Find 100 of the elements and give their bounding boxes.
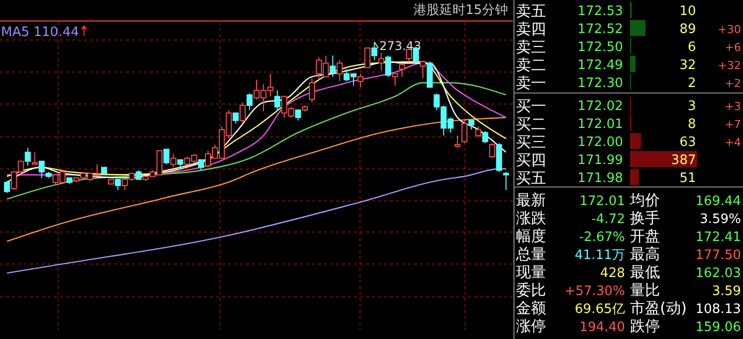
text: +3 [724,100,741,113]
text: 3.59% [700,212,741,227]
text: 172.53 [578,4,623,19]
candlestick [330,55,336,78]
text: 现量 [516,263,546,281]
y-tick-label: 卖三 [516,38,546,56]
text: +6 [724,41,741,54]
y-tick-label: 卖一 [516,74,546,92]
candlestick [114,178,121,190]
data-label: 8 [688,117,696,132]
text: 171.99 [578,153,623,168]
candlestick [461,120,468,144]
text: 172.02 [578,99,623,114]
text: 172.30 [578,76,623,91]
text: 总量 [515,245,546,263]
candlestick [101,166,108,176]
data-label: 89 [679,22,696,37]
bar [630,133,641,149]
text: 169.44 [696,194,741,209]
text: 108.13 [696,302,741,317]
candlestick [24,147,31,166]
candlestick [295,109,302,122]
text: 跌停 [630,317,660,335]
text: +32 [718,59,741,72]
candlestick [426,61,433,88]
text: +2 [724,77,741,90]
text: 172.50 [578,40,623,55]
candlestick [420,61,426,79]
text: 162.03 [696,266,741,281]
data-label: 387 [671,153,696,168]
text: +4 [724,136,741,149]
text: 金额 [516,299,546,317]
text: MA5 110.44 [1,25,79,40]
data-label: 63 [679,135,696,150]
candlestick [198,159,204,171]
text: 量比 [630,281,660,299]
candlestick [177,159,184,168]
data-label: 3 [688,99,696,114]
text: 最新 [516,191,546,209]
candlestick [302,104,308,112]
candlestick [468,120,474,130]
candlestick [399,62,406,78]
text: 幅度 [516,227,546,245]
bar [630,169,639,185]
data-label: 10 [679,4,696,19]
candlestick [378,52,384,72]
text: 172.01 [580,194,625,209]
candlestick [364,48,370,68]
text: -4.72 [591,212,625,227]
bar [630,20,646,36]
text: 428 [600,266,625,281]
data-label: 32 [679,58,696,73]
text: 港股延时15分钟 [413,3,508,18]
candlestick [274,90,280,112]
candlestick [246,92,253,110]
text: 市盈(动) [630,299,687,317]
candlestick [482,130,488,144]
annotation: 273.43 [379,39,422,53]
y-tick-label: 买四 [516,151,546,169]
candlestick [357,73,364,88]
text: 41.11万 [574,248,625,263]
candlestick [336,60,343,82]
text: +7 [724,118,741,131]
text: 172.00 [578,135,623,150]
text: 3.59 [712,284,741,299]
text: 172.01 [578,117,623,132]
text: 换手 [630,209,660,227]
candlestick [108,178,114,184]
text: 69.65亿 [574,302,625,317]
candlestick [46,171,52,178]
bar [630,56,636,72]
candlestick [371,42,378,61]
bar [630,151,697,167]
candlestick [170,153,176,168]
data-label: 2 [688,76,696,91]
candlestick [489,142,496,159]
text: 委比 [516,281,546,299]
candlestick [32,152,38,165]
y-tick-label: 买三 [516,133,546,151]
text: +57.30% [564,284,625,299]
candlestick [136,170,142,180]
text: 开盘 [630,227,660,245]
candlestick [496,142,502,172]
candlestick [503,171,509,190]
candlestick [392,73,398,86]
text: 均价 [629,191,660,209]
candlestick [66,177,72,184]
text: 194.40 [580,320,625,335]
text: 172.49 [578,58,623,73]
text: 最高 [630,245,660,263]
candlestick [240,102,246,124]
text: 涨跌 [516,209,546,227]
candlestick [385,55,392,78]
candlestick [163,148,170,165]
text: -2.67% [579,230,625,245]
y-tick-label: 卖四 [516,20,546,38]
candlestick [232,112,239,124]
text: 涨停 [516,317,546,335]
text: 159.06 [696,320,741,335]
data-label: 6 [688,40,696,55]
